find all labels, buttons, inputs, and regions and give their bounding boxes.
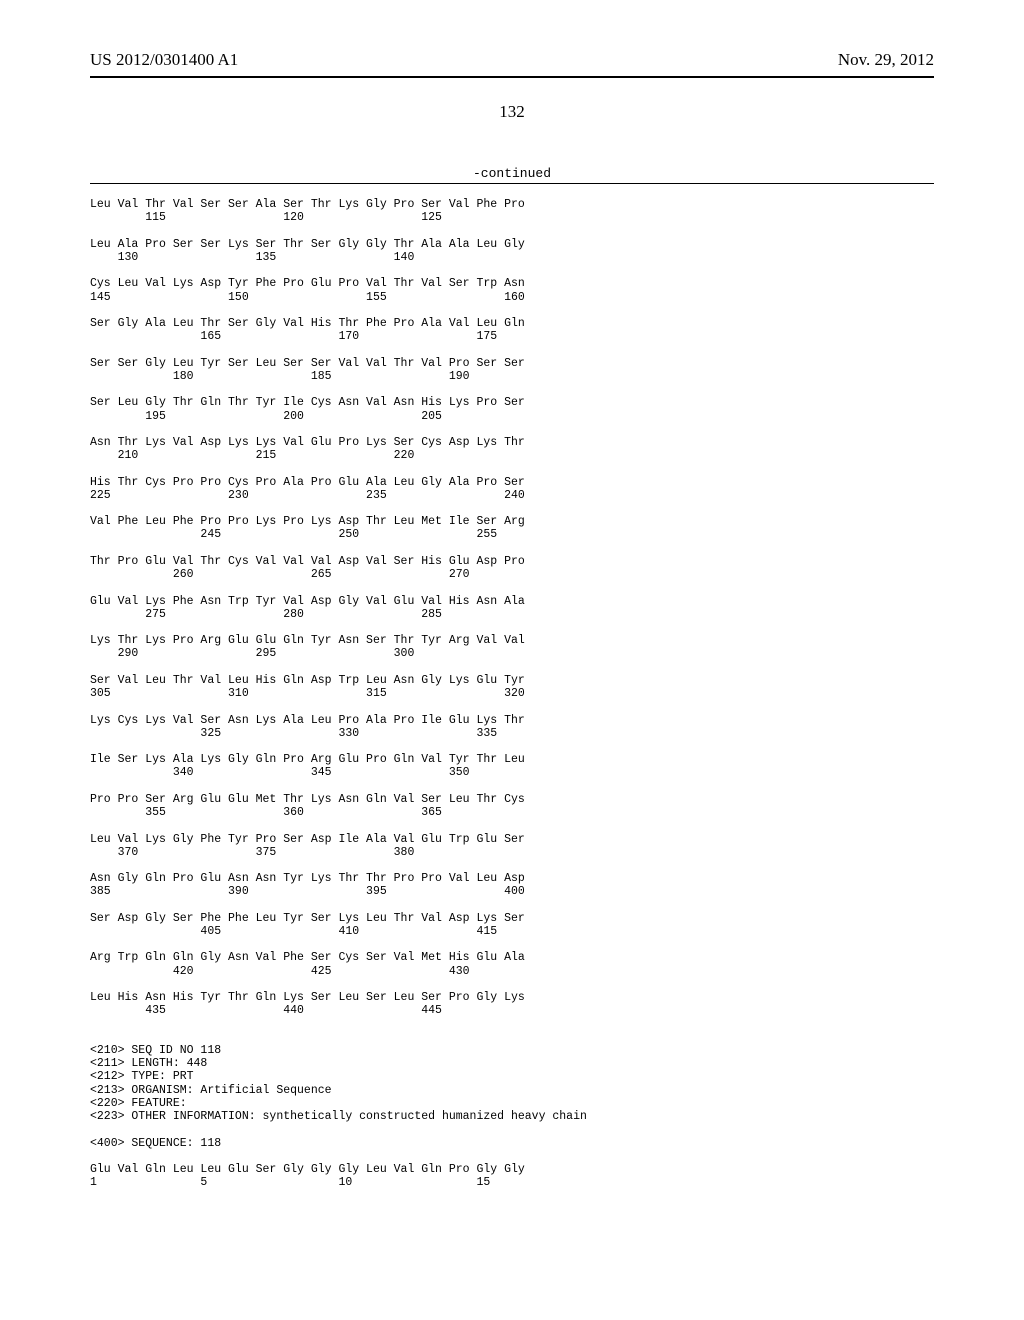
continued-rule	[90, 183, 934, 184]
header-rule	[90, 76, 934, 78]
page-header: US 2012/0301400 A1 Nov. 29, 2012	[90, 50, 934, 70]
continued-label: -continued	[90, 166, 934, 181]
publication-number: US 2012/0301400 A1	[90, 50, 238, 70]
patent-page: US 2012/0301400 A1 Nov. 29, 2012 132 -co…	[0, 0, 1024, 1320]
page-number: 132	[90, 102, 934, 122]
sequence-listing: Leu Val Thr Val Ser Ser Ala Ser Thr Lys …	[90, 198, 934, 1189]
publication-date: Nov. 29, 2012	[838, 50, 934, 70]
